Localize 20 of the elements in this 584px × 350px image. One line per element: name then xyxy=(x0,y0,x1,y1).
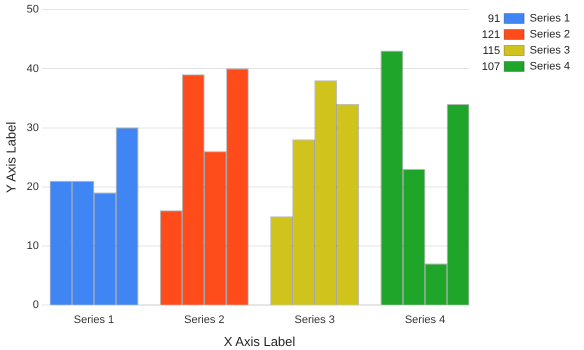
x-tick-label: Series 1 xyxy=(74,314,114,326)
y-tick-label: 20 xyxy=(26,180,39,193)
x-tick-label: Series 4 xyxy=(404,314,446,326)
text: 121 xyxy=(482,29,500,42)
text: 115 xyxy=(482,45,500,58)
y-tick-label: 40 xyxy=(26,62,39,75)
legend-label: Series 2 xyxy=(530,28,570,41)
text: 107 xyxy=(482,61,500,74)
y-tick-label: 30 xyxy=(26,122,39,134)
x-tick-label: Series 2 xyxy=(184,314,224,326)
y-tick-label: 10 xyxy=(26,240,39,252)
y-tick-label: 50 xyxy=(26,4,39,16)
x-tick-label: Series 3 xyxy=(294,314,335,326)
legend-label: Series 3 xyxy=(530,44,570,57)
x-axis-title: X Axis Label xyxy=(224,334,296,349)
y-axis-title: Y Axis Label xyxy=(3,122,18,194)
y-tick-label: 0 xyxy=(32,299,39,312)
legend-label: Series 1 xyxy=(530,12,570,25)
text: 91 xyxy=(488,13,500,26)
legend-label: Series 4 xyxy=(530,60,570,73)
